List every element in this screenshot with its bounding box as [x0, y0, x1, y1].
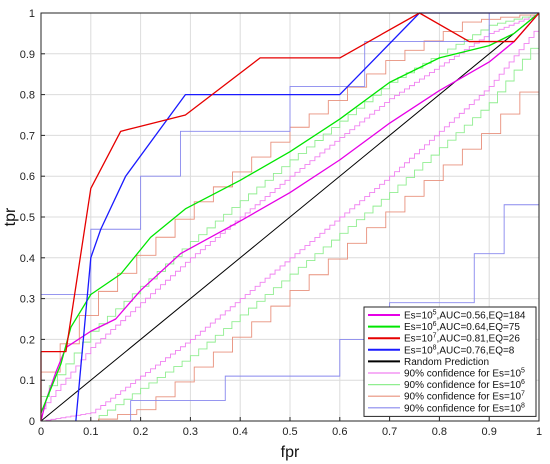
y-tick-label: 1 — [29, 8, 35, 20]
roc-curve — [40, 12, 540, 414]
roc-curve — [40, 12, 540, 422]
y-tick-label: 0.8 — [20, 90, 35, 102]
confidence-lower-line — [41, 37, 540, 422]
series-3 — [75, 12, 539, 422]
confidence-upper-line — [41, 13, 540, 410]
y-tick-label: 0.6 — [20, 171, 35, 183]
confidence-lower-line — [41, 25, 540, 422]
legend-label: 90% confidence for Es=107 — [404, 391, 525, 403]
x-tick-label: 0.3 — [183, 426, 198, 438]
confidence-lower-line — [41, 70, 540, 422]
y-tick-label: 0.7 — [20, 130, 35, 142]
x-tick-label: 0.5 — [282, 426, 297, 438]
legend-label: Es=108,AUC=0.76,EQ=8 — [404, 344, 515, 356]
y-tick-label: 0.9 — [20, 49, 35, 61]
legend-label: 90% confidence for Es=108 — [404, 402, 525, 414]
y-tick-label: 0.5 — [20, 212, 35, 224]
series-0 — [40, 12, 540, 422]
x-axis-label: fpr — [281, 444, 300, 461]
y-tick-label: 0.3 — [20, 294, 35, 306]
series-5 — [41, 13, 540, 422]
y-tick-label: 0.1 — [20, 375, 35, 387]
confidence-upper-line — [41, 13, 540, 397]
x-tick-label: 0.1 — [83, 426, 98, 438]
legend-label: Es=105,AUC=0.56,EQ=184 — [404, 310, 526, 322]
x-tick-label: 0.2 — [133, 426, 148, 438]
legend-label: Random Prediction — [404, 357, 489, 368]
legend-label: Es=107,AUC=0.81,EQ=26 — [404, 333, 520, 345]
series-2 — [40, 12, 540, 421]
x-tick-label: 0.8 — [432, 426, 447, 438]
legend: Es=105,AUC=0.56,EQ=184Es=106,AUC=0.64,EQ… — [363, 306, 537, 417]
x-tick-label: 1 — [536, 426, 542, 438]
roc-curve — [75, 12, 539, 422]
series-6 — [41, 13, 540, 422]
x-tick-label: 0.4 — [233, 426, 248, 438]
x-tick-label: 0.7 — [382, 426, 397, 438]
x-tick-label: 0 — [38, 426, 44, 438]
series-1 — [40, 12, 540, 414]
tick-labels: 0 0.1 0.2 0.3 0.4 0.5 0.6 0.7 0.8 0.9 1 0 0.1 0.2 0.3 0… — [20, 8, 542, 438]
y-tick-label: 0.4 — [20, 253, 35, 265]
roc-curve — [40, 12, 540, 421]
legend-label: 90% confidence for Es=106 — [404, 379, 525, 391]
x-tick-label: 0.9 — [482, 426, 497, 438]
legend-label: 90% confidence for Es=105 — [404, 368, 525, 380]
y-axis-label: tpr — [2, 207, 19, 226]
series-layer — [40, 12, 540, 422]
y-tick-label: 0 — [29, 416, 35, 428]
x-tick-label: 0.6 — [332, 426, 347, 438]
legend-label: Es=106,AUC=0.64,EQ=75 — [404, 321, 520, 333]
y-tick-label: 0.2 — [20, 334, 35, 346]
